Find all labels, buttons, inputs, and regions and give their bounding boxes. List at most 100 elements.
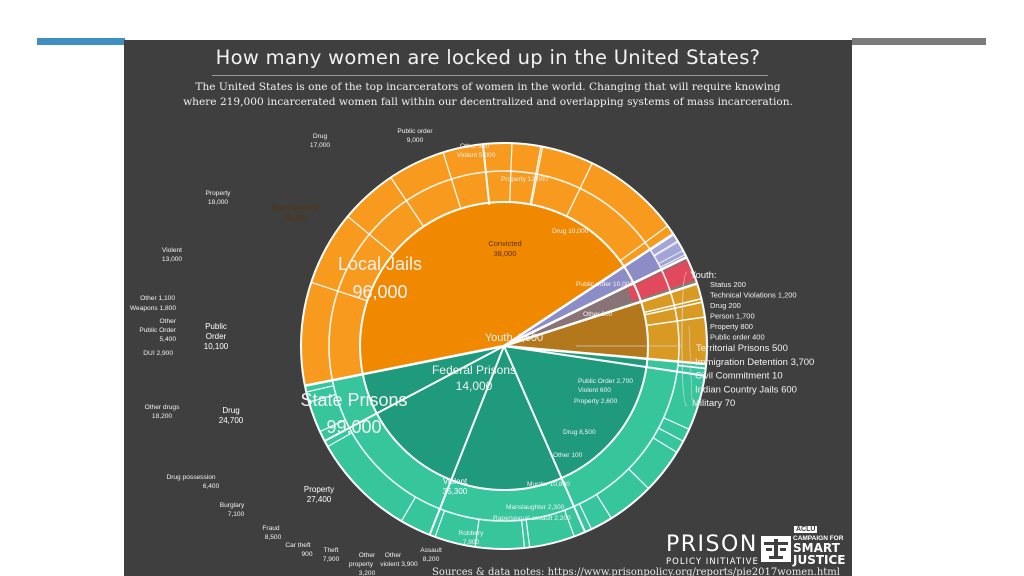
- jail-offense-divider: [509, 143, 513, 203]
- outer-label-sp-od-a: Other drugs: [145, 404, 181, 411]
- outer-label-sp-ct-a: Car theft: [285, 542, 310, 549]
- legend-other-item: Indian Country Jails 600: [695, 384, 797, 395]
- jail-offense-divider: [390, 177, 425, 227]
- state-name-label: State Prisons: [300, 390, 407, 410]
- subtitle-line-1: The United States is one of the top inca…: [195, 81, 781, 93]
- legend-other-item: Military 70: [692, 398, 735, 409]
- jails-inner-wedge: [360, 202, 625, 375]
- campaign-text: CAMPAIGN FOR: [793, 535, 844, 542]
- not-convicted-label: Not Convicted: [271, 203, 318, 212]
- legend-other-item: Civil Commitment 10: [695, 371, 783, 382]
- state-sub-offense-divider: [400, 496, 417, 522]
- legend-other-item: Territorial Prisons 500: [696, 343, 788, 354]
- legend-youth-item: Status 200: [710, 280, 746, 289]
- outer-label-jl-drug-a: Drug: [313, 133, 328, 140]
- violent-value: 35,300: [443, 487, 468, 496]
- outer-label-jl-drug-b: 17,000: [310, 142, 331, 149]
- scales-icon: [761, 536, 791, 562]
- state-value-label: 99,000: [326, 417, 381, 437]
- state-offense-divider: [428, 345, 505, 536]
- public-order-label-1: Public: [205, 322, 227, 331]
- outer-label-sp-as-a: Assault: [420, 547, 442, 554]
- legend-inner-bracket: [688, 325, 693, 401]
- outer-label-jl-po-a: Public order: [397, 128, 433, 135]
- state-sub-offense-divider: [327, 432, 353, 448]
- jail-offense-divider: [347, 215, 394, 255]
- system-divider: [503, 256, 688, 348]
- pie-labels: Local Jails 96,000 State Prisons 99,000 Fede…: [130, 128, 814, 576]
- drug-label: Drug: [222, 406, 239, 415]
- legend-youth-item: Property 800: [710, 322, 753, 331]
- outer-label-sp-fr-b: 8,500: [265, 534, 282, 541]
- pie-chart: Local Jails 96,000 State Prisons 99,000 Fede…: [130, 128, 814, 576]
- outer-label-sp-other100: Other 100: [553, 452, 583, 459]
- outer-ring-boundary: [300, 142, 708, 550]
- federal-outer-ring: [641, 283, 707, 365]
- youth-sub-divider: [654, 241, 679, 257]
- subtitle-line-2: where 219,000 incarcerated women fall wi…: [183, 96, 793, 108]
- jails-outer-ring: [301, 142, 674, 386]
- legend-youth-item: Drug 200: [710, 301, 741, 310]
- state-sub-offense-divider: [306, 385, 334, 393]
- outer-label-sp-as-b: 8,200: [423, 556, 440, 563]
- state-sub-offense-divider: [525, 519, 531, 548]
- outer-label-sp-opo-a: Other: [160, 318, 177, 325]
- outer-label-jl-po10: Public order 10,000: [576, 281, 634, 288]
- state-sub-offense-divider: [564, 509, 575, 537]
- not-convicted-value: 58,000: [284, 213, 307, 222]
- immigration-wedge: [627, 259, 696, 302]
- outer-label-sp-rob-a: Robbery: [459, 530, 485, 537]
- state-sub-offense-divider: [434, 510, 446, 538]
- outer-label-sp-op-b: property: [349, 561, 374, 568]
- state-sub-offense-divider: [474, 519, 480, 548]
- outer-label-sp-od-b: 18,200: [152, 413, 173, 420]
- jail-offense-divider: [530, 146, 544, 205]
- youth-sub-divider: [658, 250, 684, 265]
- system-divider: [503, 232, 674, 348]
- logo-ppi-small-text: POLICY INITIATIVE: [666, 557, 759, 567]
- outer-label-sp-rob-b: 7,900: [463, 539, 480, 546]
- state-sub-offense-divider: [663, 417, 690, 430]
- outer-label-sp-rape: Rape/sexual assault 2,200: [493, 515, 571, 522]
- outer-label-jl-vio-a: Violent: [162, 247, 182, 254]
- state-offense-divider: [503, 345, 705, 377]
- public-order-label-2: Order: [206, 332, 227, 341]
- outer-label-other200: Other 200: [583, 311, 613, 318]
- aclu-text: ACLU: [794, 526, 818, 533]
- logo-prison-text: PRISON: [666, 532, 758, 557]
- federal-inner-wedge: [504, 301, 648, 359]
- aclu-smart-justice-logo: ACLU CAMPAIGN FOR SMART JUSTICE: [761, 526, 851, 566]
- property-value: 27,400: [307, 495, 332, 504]
- outer-label-sp-op-a: Other: [359, 552, 376, 559]
- federal-sub-divider: [644, 301, 703, 316]
- state-outer-ring: [304, 358, 707, 549]
- state-sub-offense-divider: [308, 393, 337, 403]
- outer-label-jl-prop12: Property 12,000: [501, 176, 548, 183]
- jails-convicted-divider: [481, 143, 491, 205]
- outer-label-fp-drug: Drug 8,500: [563, 429, 596, 436]
- drug-value: 24,700: [219, 416, 244, 425]
- title-divider: [212, 75, 768, 76]
- infographic-panel: How many women are locked up in the Unit…: [124, 40, 852, 576]
- outer-label-jl-other: Other 300: [460, 143, 490, 150]
- jails-value-label: 96,000: [352, 282, 407, 302]
- state-sub-offense-divider: [628, 468, 649, 489]
- convicted-label: Convicted: [488, 239, 521, 248]
- outer-label-sp-ov-a: Other: [385, 552, 402, 559]
- source-note: Sources & data notes: https://www.prison…: [432, 567, 840, 576]
- system-divider: [503, 282, 698, 348]
- chart-title: How many women are locked up in the Unit…: [215, 46, 761, 69]
- outer-label-sp-th-b: 7,900: [323, 556, 340, 563]
- jail-offense-divider: [442, 152, 462, 209]
- outer-label-jl-vio-b: 13,000: [162, 256, 183, 263]
- state-sub-offense-divider: [596, 494, 612, 519]
- system-divider: [304, 344, 505, 388]
- jail-offense-divider: [619, 225, 668, 262]
- federal-value-label: 14,000: [456, 379, 493, 393]
- state-sub-offense-divider: [319, 419, 346, 433]
- outer-label-fp-prop: Property 2,600: [574, 398, 618, 405]
- youth-sub-divider: [660, 254, 686, 268]
- legend-other-item: Immigration Detention 3,700: [695, 357, 814, 368]
- public-order-value: 10,100: [204, 342, 229, 351]
- state-sub-offense-divider: [652, 437, 678, 453]
